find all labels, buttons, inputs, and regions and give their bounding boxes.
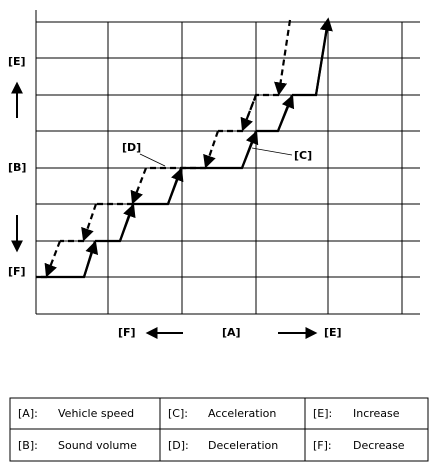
legend-key: [A]: xyxy=(18,407,38,420)
x-label-right: [E] xyxy=(324,326,342,339)
callout-c: [C] xyxy=(294,149,312,162)
legend-key: [F]: xyxy=(313,439,332,452)
legend-text: Vehicle speed xyxy=(58,407,134,420)
callout-d: [D] xyxy=(122,141,141,154)
grid xyxy=(35,10,420,315)
y-label-top: [E] xyxy=(8,55,26,68)
legend-table xyxy=(9,397,429,462)
legend-key: [B]: xyxy=(18,439,38,452)
y-label-middle: [B] xyxy=(8,161,26,174)
y-label-bottom: [F] xyxy=(8,265,26,278)
legend-text: Deceleration xyxy=(208,439,278,452)
deceleration-line xyxy=(36,19,292,279)
legend-key: [C]: xyxy=(168,407,188,420)
legend: [A]: Vehicle speed [C]: Acceleration [E]: Inc… xyxy=(18,407,405,452)
x-label-middle: [A] xyxy=(222,326,241,339)
acceleration-line xyxy=(36,17,333,279)
legend-text: Increase xyxy=(353,407,400,420)
legend-key: [E]: xyxy=(313,407,332,420)
x-label-left: [F] xyxy=(118,326,136,339)
legend-key: [D]: xyxy=(168,439,189,452)
legend-text: Acceleration xyxy=(208,407,276,420)
legend-text: Sound volume xyxy=(58,439,137,452)
legend-text: Decrease xyxy=(353,439,405,452)
callout-leader xyxy=(139,153,166,167)
callout-leader xyxy=(251,147,293,156)
